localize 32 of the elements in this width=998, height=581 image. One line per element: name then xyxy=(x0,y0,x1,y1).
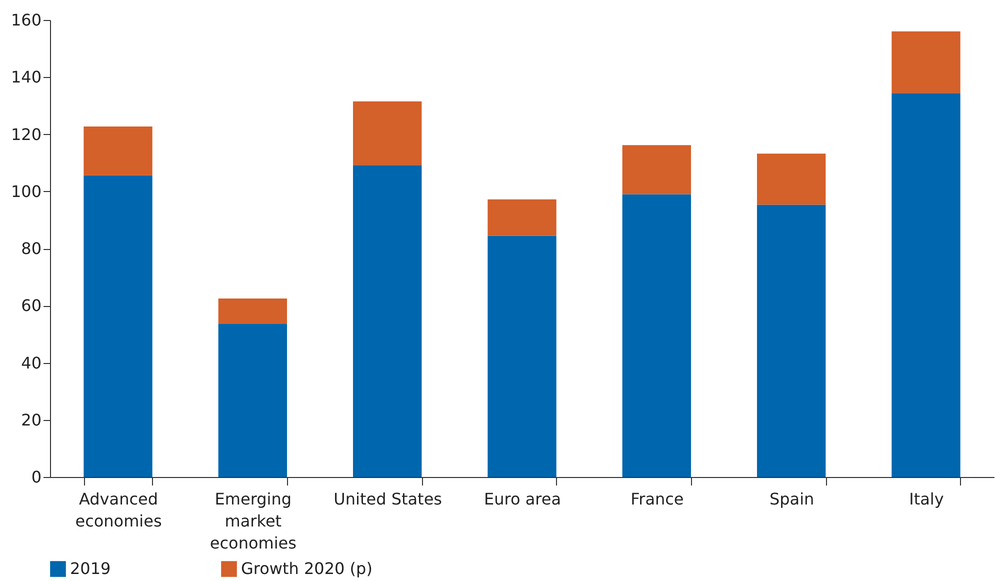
bar xyxy=(84,126,152,176)
x-tick-label: Italy xyxy=(909,490,944,508)
bar xyxy=(218,298,288,324)
bar xyxy=(622,194,692,477)
x-tick-label: France xyxy=(630,490,684,508)
y-tick-label: 20 xyxy=(21,410,42,430)
bar xyxy=(84,175,152,477)
y-tick-label: 80 xyxy=(21,239,42,258)
legend-label: Growth 2020 (p) xyxy=(241,559,372,578)
x-tick-label: United States xyxy=(334,490,442,508)
bar xyxy=(892,93,960,477)
legend-label: 2019 xyxy=(70,559,111,578)
bar xyxy=(352,101,422,166)
x-tick-label: Emerging market economies xyxy=(210,490,296,552)
x-tick-label: Spain xyxy=(769,490,814,508)
y-tick-label: 140 xyxy=(10,68,42,87)
x-tick-label: Euro area xyxy=(484,490,562,508)
bar xyxy=(892,31,960,94)
y-tick-label: 0 xyxy=(31,468,42,486)
bar xyxy=(756,204,826,477)
bar xyxy=(622,145,692,194)
bar xyxy=(218,324,288,477)
y-tick-label: 160 xyxy=(10,10,42,30)
bar xyxy=(488,199,556,236)
bar xyxy=(352,165,422,477)
y-tick-label: 120 xyxy=(10,124,42,144)
bar xyxy=(756,154,826,205)
x-tick-label: Advanced economies xyxy=(75,490,162,530)
bar xyxy=(488,236,556,477)
y-tick-label: 40 xyxy=(21,353,42,372)
y-tick-label: 100 xyxy=(10,182,42,201)
y-tick-label: 60 xyxy=(21,296,42,316)
